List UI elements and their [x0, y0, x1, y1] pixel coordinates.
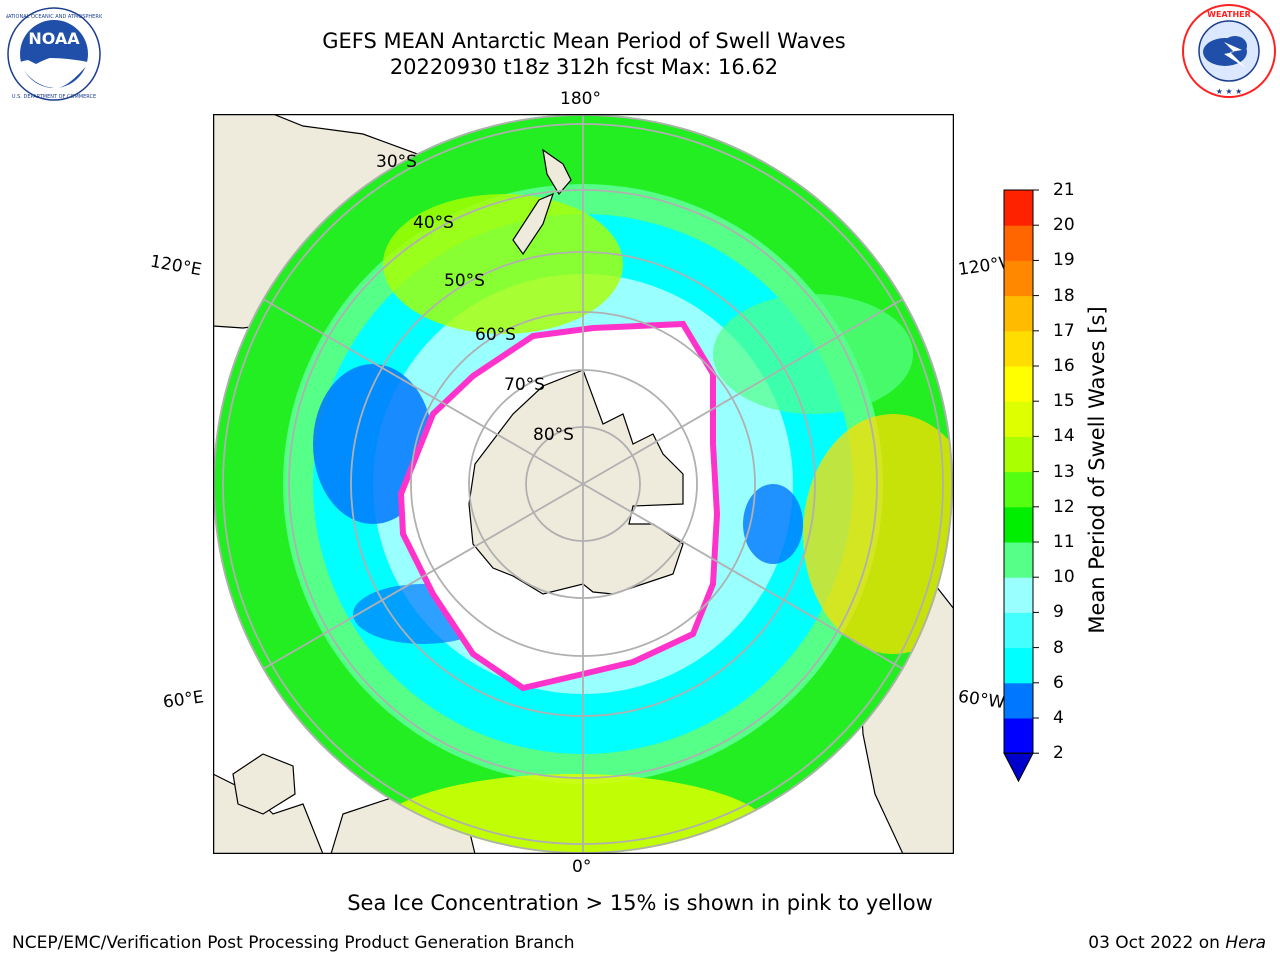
- colorbar-under-arrow: [1003, 752, 1034, 783]
- colorbar-tick-label: 10: [1053, 567, 1075, 588]
- footer-branch: NCEP/EMC/Verification Post Processing Pr…: [12, 933, 575, 953]
- lon-label-120e: 120°E: [148, 251, 204, 281]
- noaa-logo-text: NOAA: [28, 29, 80, 48]
- madagascar-land: [232, 753, 296, 815]
- colorbar-segment: [1004, 612, 1033, 649]
- colorbar-segment: [1004, 718, 1033, 754]
- lat-label-60s: 60°S: [475, 325, 516, 345]
- colorbar-tick-label: 17: [1053, 320, 1075, 341]
- svg-text:U.S. DEPARTMENT OF COMMERCE: U.S. DEPARTMENT OF COMMERCE: [12, 94, 96, 100]
- colorbar-tick-label: 14: [1053, 426, 1075, 447]
- svg-text:WEATHER: WEATHER: [1207, 10, 1251, 19]
- colorbar-tick-label: 13: [1053, 461, 1075, 482]
- colorbar-tick-label: 12: [1053, 496, 1075, 517]
- lat-label-50s: 50°S: [444, 271, 485, 291]
- colorbar-tick-label: 16: [1053, 356, 1075, 376]
- colorbar-tick-label: 4: [1053, 708, 1064, 728]
- colorbar-tick-label: 18: [1053, 285, 1075, 306]
- colorbar-segment: [1004, 260, 1033, 297]
- colorbar-segment: [1004, 190, 1033, 226]
- colorbar-segment: [1004, 295, 1033, 332]
- colorbar-tick-label: 6: [1053, 672, 1064, 693]
- colorbar-tick-label: 8: [1053, 637, 1064, 658]
- colorbar-tick-label: 20: [1053, 215, 1075, 236]
- colorbar-tick-label: 9: [1053, 602, 1064, 623]
- lon-label-0: 0°: [572, 857, 592, 877]
- colorbar-tick-label: 15: [1053, 391, 1075, 412]
- chart-subtitle: 20220930 t18z 312h fcst Max: 16.62: [389, 55, 779, 79]
- colorbar: [1003, 189, 1039, 783]
- colorbar-segment: [1004, 225, 1033, 261]
- lon-label-180: 180°: [560, 89, 601, 109]
- chart-title: GEFS MEAN Antarctic Mean Period of Swell…: [322, 29, 846, 53]
- swell-period-map: [212, 113, 955, 855]
- colorbar-tick-label: 11: [1053, 532, 1075, 552]
- new-zealand-south-land: [512, 192, 554, 256]
- colorbar-label: Mean Period of Swell Waves [s]: [1085, 306, 1109, 634]
- colorbar-segment: [1004, 682, 1033, 719]
- colorbar-tick-label: 21: [1053, 180, 1075, 200]
- colorbar-segment: [1004, 542, 1033, 578]
- nws-logo: WEATHER ★ ★ ★: [1180, 2, 1278, 104]
- lat-label-70s: 70°S: [504, 375, 545, 395]
- graticule: [213, 114, 953, 854]
- lon-label-60e: 60°E: [161, 687, 206, 713]
- footer-date: 03 Oct 2022 on Hera: [1088, 933, 1266, 953]
- lat-label-30s: 30°S: [376, 152, 417, 172]
- colorbar-segment: [1004, 401, 1033, 437]
- svg-text:NATIONAL OCEANIC AND ATMOSPHER: NATIONAL OCEANIC AND ATMOSPHERIC: [6, 14, 102, 20]
- svg-text:★ ★ ★: ★ ★ ★: [1216, 87, 1243, 96]
- antarctica-land: [468, 369, 684, 595]
- footer-host: Hera: [1225, 933, 1266, 953]
- lat-label-40s: 40°S: [413, 213, 454, 233]
- colorbar-segment: [1004, 506, 1033, 543]
- colorbar-segment: [1004, 577, 1033, 613]
- noaa-logo: NOAA NATIONAL OCEANIC AND ATMOSPHERIC U.…: [4, 6, 104, 106]
- colorbar-segment: [1004, 471, 1033, 508]
- colorbar-segment: [1004, 366, 1033, 402]
- colorbar-tick-label: 2: [1053, 743, 1064, 764]
- sea-ice-note: Sea Ice Concentration > 15% is shown in …: [347, 891, 933, 915]
- lat-label-80s: 80°S: [533, 425, 574, 445]
- colorbar-segment: [1004, 647, 1033, 684]
- footer-date-text: 03 Oct 2022 on: [1088, 933, 1226, 953]
- colorbar-tick-label: 19: [1053, 250, 1075, 271]
- colorbar-segment: [1004, 330, 1033, 367]
- colorbar-segment: [1004, 436, 1033, 473]
- new-zealand-land: [542, 148, 572, 196]
